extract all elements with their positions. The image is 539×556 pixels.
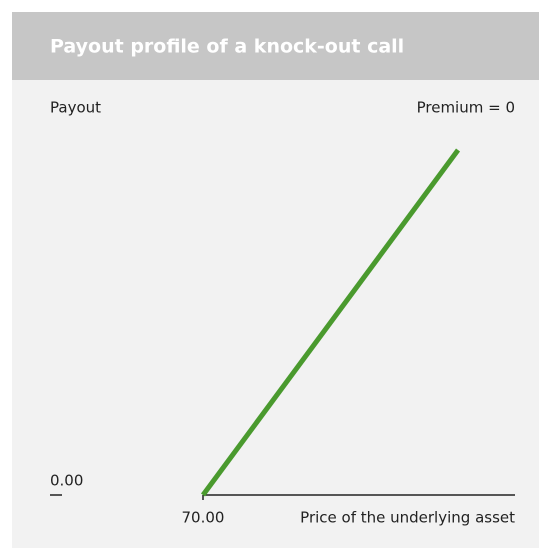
header: [12, 12, 539, 80]
x-tick-label: 70.00: [182, 509, 225, 527]
y-axis-label: Payout: [50, 99, 101, 117]
panel: [12, 12, 539, 548]
annotation: Premium = 0: [417, 99, 515, 117]
chart-title: Payout profile of a knock-out call: [50, 36, 404, 58]
payout-line: [200, 148, 461, 497]
y-tick-label: 0.00: [50, 472, 83, 490]
x-axis-label: Price of the underlying asset: [300, 509, 515, 527]
